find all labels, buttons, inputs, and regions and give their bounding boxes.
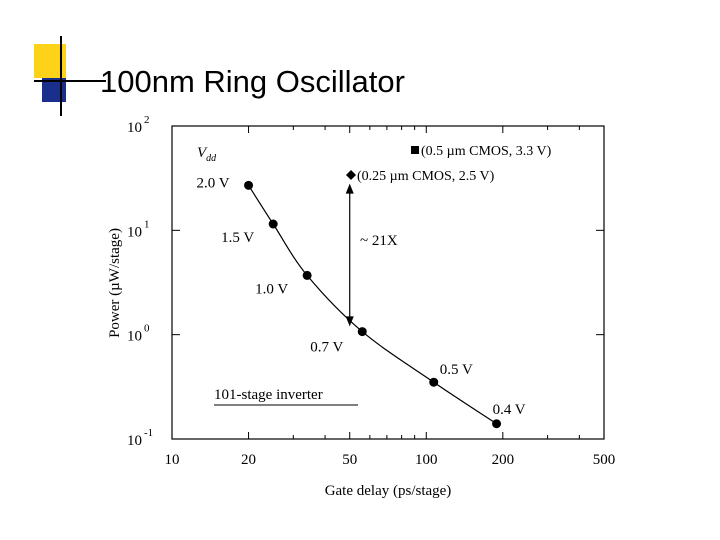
inverter-label: 101-stage inverter (214, 387, 323, 403)
x-tick-label-3: 100 (415, 452, 438, 468)
y-tick-base-0: 10 (127, 433, 142, 449)
y-tick-base-3: 10 (127, 120, 142, 136)
title-accent-blue-square (42, 78, 66, 102)
data-point-5 (492, 419, 502, 429)
data-point-2 (302, 270, 312, 280)
x-tick-label-5: 500 (593, 452, 616, 468)
y-tick-label-3: 10 2 (127, 114, 150, 136)
y-tick-base-1: 10 (127, 329, 142, 345)
x-tick-label-1: 20 (241, 452, 256, 468)
y-tick-exp-2: 1 (144, 218, 150, 230)
data-point-label-3: 0.7 V (310, 340, 343, 356)
data-point-3 (357, 327, 367, 337)
x-tick-label-4: 200 (492, 452, 515, 468)
y-tick-label-1: 10 0 (127, 323, 150, 345)
data-point-label-2: 1.0 V (255, 281, 288, 297)
data-point-label-5: 0.4 V (493, 402, 526, 418)
y-tick-exp-0: -1 (144, 427, 153, 439)
data-point-label-4: 0.5 V (440, 362, 473, 378)
legend: (0.5 µm CMOS, 3.3 V) (0.25 µm CMOS, 2.5 … (346, 144, 552, 184)
data-point-4 (429, 377, 439, 387)
vdd-label-sub: dd (206, 153, 217, 164)
x-tick-label-2: 50 (342, 452, 357, 468)
legend-square-marker (411, 146, 419, 154)
data-point-1 (268, 219, 278, 229)
data-point-0 (244, 180, 254, 190)
axis-ticks (171, 125, 605, 440)
arrow-head-top (345, 183, 354, 194)
y-tick-label-0: 10 -1 (127, 427, 153, 449)
ratio-label: ~ 21X (360, 233, 398, 249)
y-axis-title: Power (µW/stage) (107, 228, 123, 338)
title-accent-vertical-line (60, 36, 62, 116)
x-tick-label-0: 10 (165, 452, 180, 468)
x-tick-labels: 10 20 50 100 200 500 (165, 452, 616, 468)
y-tick-exp-3: 2 (144, 114, 150, 126)
y-tick-label-2: 10 1 (127, 218, 150, 240)
y-tick-base-2: 10 (127, 224, 142, 240)
plot-frame (171, 125, 605, 440)
slide-title: 100nm Ring Oscillator (100, 64, 405, 99)
arrow-head-bottom (345, 316, 354, 327)
legend-entry-1: (0.5 µm CMOS, 3.3 V) (421, 144, 552, 159)
data-point-label-0: 2.0 V (197, 175, 230, 191)
vdd-label-main: V (197, 145, 208, 161)
data-point-label-1: 1.5 V (221, 230, 254, 246)
data-points (244, 180, 502, 429)
legend-diamond-marker (346, 170, 356, 180)
y-tick-exp-1: 0 (144, 323, 150, 335)
legend-entry-2: (0.25 µm CMOS, 2.5 V) (357, 169, 495, 184)
data-point-labels: 2.0 V 1.5 V 1.0 V 0.7 V 0.5 V 0.4 V (197, 175, 526, 417)
x-axis-title: Gate delay (ps/stage) (325, 483, 452, 499)
vdd-label: Vdd (197, 145, 217, 164)
title-accent-horizontal-line (34, 80, 106, 82)
